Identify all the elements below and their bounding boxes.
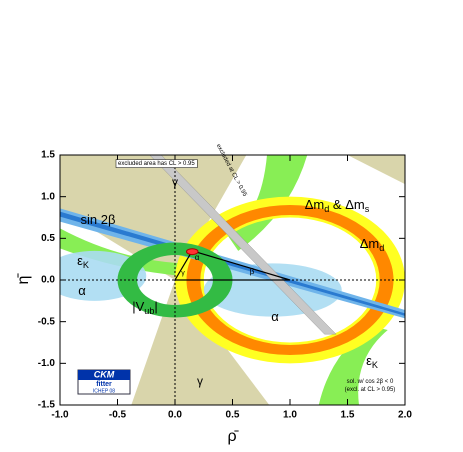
x-tick-label: 1.5 [341,410,355,421]
annotation: γ [197,374,203,388]
y-tick-label: 1.5 [41,150,55,161]
x-tick-label: 2.0 [398,410,412,421]
gamma-region [347,155,405,185]
logo-conference: ICHEP 08 [93,388,115,394]
annotation: α [271,309,279,324]
logo-subtitle: fitter [96,381,112,388]
alpha-region [203,263,342,317]
annotation-text: Δm [305,197,325,212]
logo-band [78,370,130,380]
x-tick-label: 1.0 [283,410,297,421]
annotation-sub: K [372,360,378,370]
annotation: sin 2β [81,212,116,227]
annotation-text: α [78,283,86,298]
annotation-sub: s [365,204,370,214]
annotation-sub: d [379,243,384,253]
annotation: (excl. at CL > 0.95) [345,387,396,393]
y-tick-label: -0.5 [38,316,56,327]
annotation: Δmd [360,236,385,253]
annotation: γ [172,175,178,189]
annotation-text: & Δm [329,197,364,212]
regions [60,155,405,405]
annotation: Δmd & Δms [305,197,370,214]
annotation-text: | [154,299,157,314]
annotation-text: (excl. at CL > 0.95) [345,387,396,393]
annotation-text: sin 2β [81,212,116,227]
annotation-sub: d [324,204,329,214]
x-tick-label: -1.0 [51,410,69,421]
y-tick-label: 1.0 [41,191,55,202]
logo-title: CKM [94,369,115,379]
annotation-text: α [195,253,200,262]
x-tick-label: 0.0 [168,410,182,421]
epsk-band [60,228,181,276]
annotation-text: Δm [360,236,380,251]
sin2b-band [60,211,405,316]
annotation-text: γ [172,175,178,189]
x-tick-label: -0.5 [109,410,127,421]
annotation-text: β [250,267,255,276]
annotation-sub: ub [144,306,154,316]
annotation-text: excluded area has CL > 0.95 [118,161,195,167]
annotation: |Vub| [132,299,158,316]
y-tick-label: 0.5 [41,233,55,244]
annotation: excluded area has CL > 0.95 [118,161,195,167]
annotation-text: γ [181,270,185,277]
y-tick-label: 0.0 [41,275,55,286]
annotation-text: ε [77,253,83,268]
y-tick-label: -1.0 [38,358,56,369]
annotation-text: ε [366,353,372,368]
annotation-text: α [271,309,279,324]
annotation: α [195,253,200,262]
x-tick-label: 0.5 [226,410,240,421]
y-axis-label: η̄ [15,273,32,285]
apex [187,249,199,255]
annotation: α [78,283,86,298]
annotation-text: sol. w/ cos 2β < 0 [347,379,394,385]
epsk-band [318,325,388,405]
annotation: εK [77,253,89,270]
annotation: sol. w/ cos 2β < 0 [347,379,394,385]
x-axis-label: ρ̄ [227,428,239,445]
annotation-box [115,159,198,168]
annotation: εK [366,353,378,370]
annotation-text: |V [132,299,144,314]
y-tick-label: -1.5 [38,400,56,411]
vub-band [117,242,233,318]
annotation-text: γ [197,374,203,388]
annotation: β [250,267,255,276]
gamma-region [60,155,247,280]
annotation-sub: K [83,260,89,270]
annotation: γ [181,270,185,277]
